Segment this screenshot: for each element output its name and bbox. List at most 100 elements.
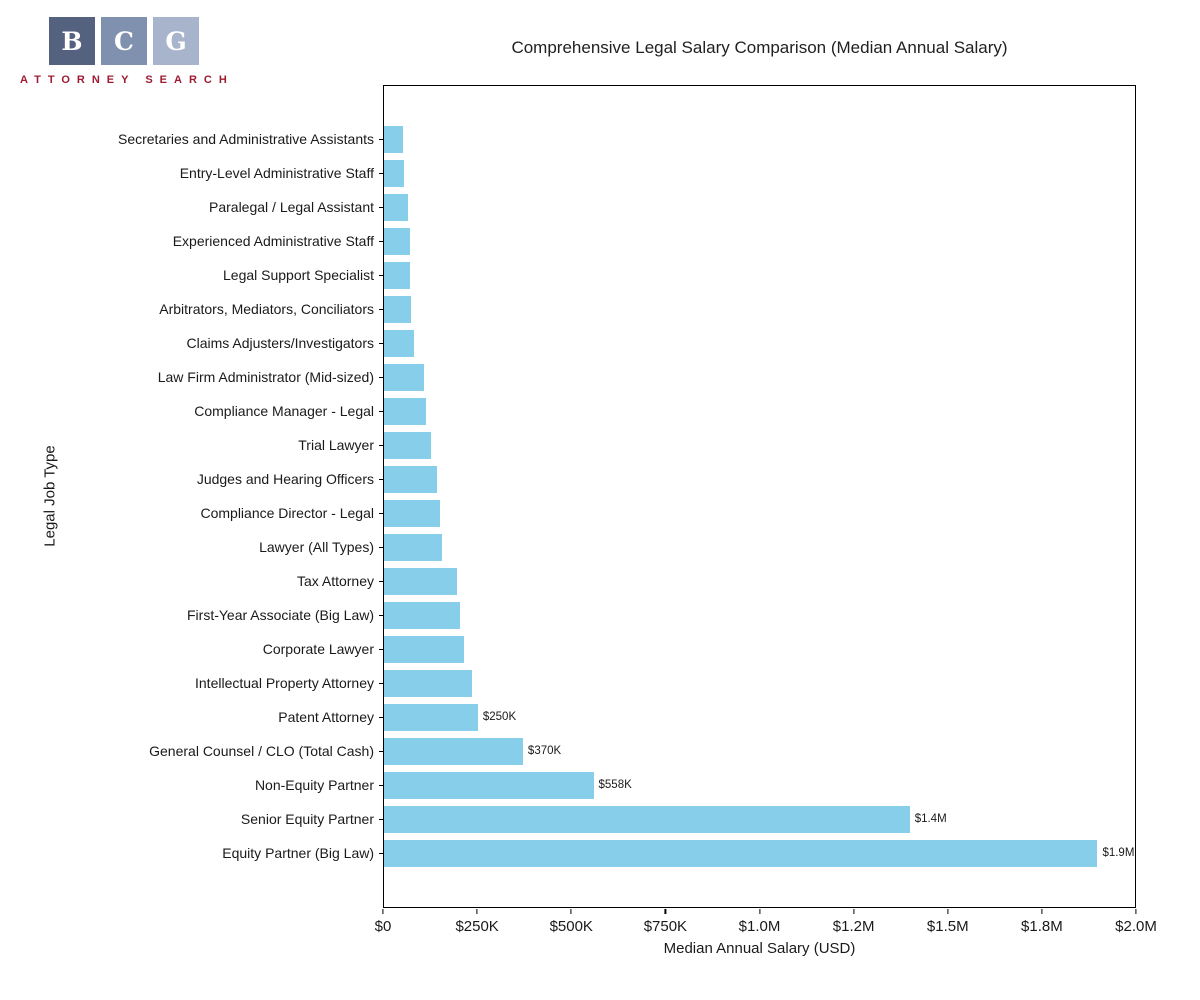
y-tick-label: Tax Attorney bbox=[296, 573, 374, 589]
bar-row bbox=[384, 564, 1135, 598]
y-tick-mark bbox=[379, 683, 383, 685]
y-tick-mark bbox=[379, 513, 383, 515]
x-tick-mark bbox=[382, 909, 384, 914]
y-label-row: Patent Attorney bbox=[40, 700, 383, 734]
y-tick-label: Arbitrators, Mediators, Conciliators bbox=[159, 301, 374, 317]
bar-row: $1.9M bbox=[384, 836, 1135, 870]
bar-row bbox=[384, 122, 1135, 156]
x-tick-mark bbox=[476, 909, 478, 914]
y-tick-label: Law Firm Administrator (Mid-sized) bbox=[157, 369, 374, 385]
y-tick-mark bbox=[379, 751, 383, 753]
y-tick-label: Paralegal / Legal Assistant bbox=[209, 199, 374, 215]
y-axis-title: Legal Job Type bbox=[41, 445, 59, 547]
y-label-row: Experienced Administrative Staff bbox=[40, 224, 383, 258]
bar bbox=[384, 737, 523, 765]
x-tick-mark bbox=[947, 909, 949, 914]
y-tick-mark bbox=[379, 479, 383, 481]
y-tick-label: Compliance Manager - Legal bbox=[194, 403, 374, 419]
bar bbox=[384, 363, 425, 391]
y-tick-label: Corporate Lawyer bbox=[262, 641, 374, 657]
bar-value-label: $250K bbox=[482, 711, 517, 723]
y-tick-mark bbox=[379, 717, 383, 719]
y-label-row: Secretaries and Administrative Assistant… bbox=[40, 122, 383, 156]
y-tick-label: Patent Attorney bbox=[278, 709, 374, 725]
plot-area: $250K $370K $558K $1.4M $1.9M bbox=[383, 85, 1136, 908]
x-tick-label: $2.0M bbox=[1115, 918, 1157, 935]
bar-row: $250K bbox=[384, 700, 1135, 734]
bar bbox=[384, 533, 443, 561]
y-label-row: Law Firm Administrator (Mid-sized) bbox=[40, 360, 383, 394]
y-label-row: General Counsel / CLO (Total Cash) bbox=[40, 734, 383, 768]
y-tick-label: Lawyer (All Types) bbox=[259, 539, 374, 555]
bar-row bbox=[384, 326, 1135, 360]
y-tick-label: Intellectual Property Attorney bbox=[195, 675, 374, 691]
y-tick-mark bbox=[379, 377, 383, 379]
bar bbox=[384, 839, 1098, 867]
bar bbox=[384, 669, 472, 697]
y-tick-mark bbox=[379, 241, 383, 243]
x-tick-mark bbox=[664, 909, 666, 914]
y-tick-mark bbox=[379, 649, 383, 651]
y-label-row: First-Year Associate (Big Law) bbox=[40, 598, 383, 632]
bar bbox=[384, 261, 411, 289]
bar bbox=[384, 601, 460, 629]
y-tick-label: Judges and Hearing Officers bbox=[196, 471, 374, 487]
bar bbox=[384, 329, 415, 357]
bar bbox=[384, 771, 594, 799]
logo-square-c: C bbox=[101, 17, 147, 65]
bar-row: $1.4M bbox=[384, 802, 1135, 836]
y-label-row: Compliance Manager - Legal bbox=[40, 394, 383, 428]
bar-value-label: $558K bbox=[598, 779, 632, 791]
bar-value-label: $1.9M bbox=[1102, 847, 1135, 859]
bar-row bbox=[384, 632, 1135, 666]
y-tick-mark bbox=[379, 309, 383, 311]
y-tick-label: First-Year Associate (Big Law) bbox=[187, 607, 374, 623]
y-label-row: Legal Support Specialist bbox=[40, 258, 383, 292]
bar bbox=[384, 567, 458, 595]
bar-row bbox=[384, 666, 1135, 700]
y-tick-label: Senior Equity Partner bbox=[240, 811, 374, 827]
bar bbox=[384, 295, 412, 323]
bar-row bbox=[384, 224, 1135, 258]
y-tick-label: Experienced Administrative Staff bbox=[172, 233, 374, 249]
y-label-row: Paralegal / Legal Assistant bbox=[40, 190, 383, 224]
y-label-row: Equity Partner (Big Law) bbox=[40, 836, 383, 870]
y-label-row: Trial Lawyer bbox=[40, 428, 383, 462]
y-label-row: Intellectual Property Attorney bbox=[40, 666, 383, 700]
y-tick-mark bbox=[379, 207, 383, 209]
chart-title: Comprehensive Legal Salary Comparison (M… bbox=[511, 38, 1008, 57]
bar bbox=[384, 805, 910, 833]
y-tick-mark bbox=[379, 853, 383, 855]
bar-value-label: $1.4M bbox=[914, 813, 947, 825]
x-tick-label: $1.8M bbox=[1021, 918, 1063, 935]
x-tick-label: $250K bbox=[455, 918, 499, 935]
y-label-row: Corporate Lawyer bbox=[40, 632, 383, 666]
y-tick-label: Secretaries and Administrative Assistant… bbox=[117, 131, 374, 147]
x-tick-label: $1.5M bbox=[926, 918, 969, 935]
bar bbox=[384, 635, 464, 663]
y-tick-label: Equity Partner (Big Law) bbox=[222, 845, 374, 861]
bar-value-label: $370K bbox=[527, 745, 562, 757]
logo-tagline: ATTORNEY SEARCH bbox=[20, 74, 234, 86]
x-tick-mark bbox=[570, 909, 572, 914]
x-tick-mark bbox=[1135, 909, 1137, 914]
y-tick-mark bbox=[379, 411, 383, 413]
x-tick-label: $0 bbox=[374, 918, 392, 935]
y-label-row: Compliance Director - Legal bbox=[40, 496, 383, 530]
bars-container: $250K $370K $558K $1.4M $1.9M bbox=[384, 86, 1135, 907]
bar-row bbox=[384, 258, 1135, 292]
x-tick-label: $750K bbox=[643, 918, 688, 935]
y-tick-mark bbox=[379, 139, 383, 141]
logo-square-g: G bbox=[153, 17, 199, 65]
y-axis-category-labels: Secretaries and Administrative Assistant… bbox=[40, 86, 383, 907]
bar-row bbox=[384, 394, 1135, 428]
y-tick-mark bbox=[379, 445, 383, 447]
y-label-row: Non-Equity Partner bbox=[40, 768, 383, 802]
y-label-row: Judges and Hearing Officers bbox=[40, 462, 383, 496]
bar bbox=[384, 465, 437, 493]
y-tick-mark bbox=[379, 785, 383, 787]
y-label-row: Lawyer (All Types) bbox=[40, 530, 383, 564]
y-tick-mark bbox=[379, 343, 383, 345]
